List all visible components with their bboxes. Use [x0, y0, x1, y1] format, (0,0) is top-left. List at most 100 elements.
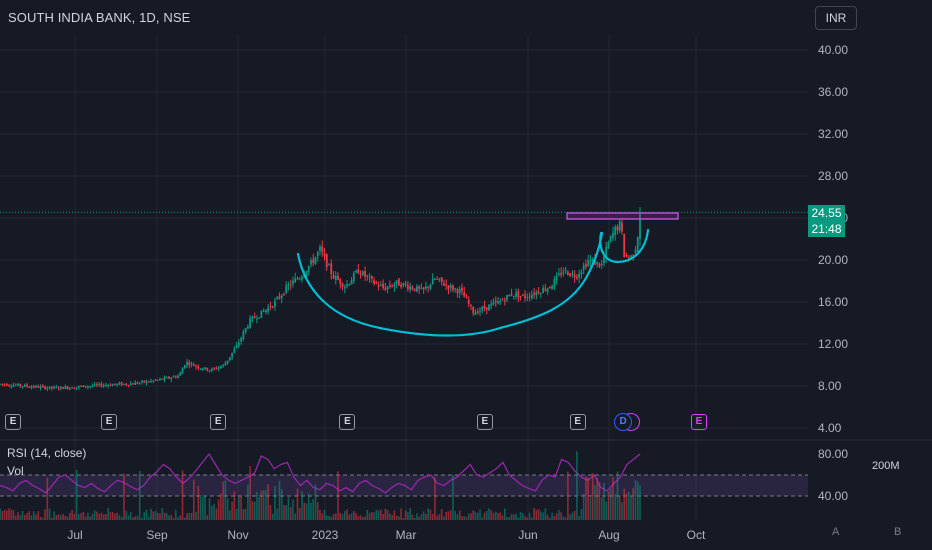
candle-body: [19, 383, 22, 387]
volume-bar: [1, 511, 4, 520]
auto-scale-button[interactable]: A: [832, 526, 840, 538]
price-tick-label: 28.00: [818, 169, 848, 183]
volume-bar: [535, 509, 538, 520]
volume-bar: [181, 470, 184, 520]
volume-bar: [276, 508, 278, 520]
volume-bar: [62, 513, 64, 520]
candle-body: [73, 388, 76, 390]
volume-bar: [177, 517, 179, 520]
log-scale-button[interactable]: B: [894, 526, 902, 538]
volume-bar: [483, 512, 486, 520]
volume-bar: [582, 493, 585, 520]
time-axis[interactable]: Jul Sep Nov 2023 Mar Jun Aug Oct: [67, 528, 706, 542]
candle-body: [204, 367, 206, 369]
volume-bar: [156, 513, 159, 520]
volume-bar: [476, 512, 479, 520]
grid: [0, 35, 808, 520]
candle-body: [485, 307, 488, 310]
volume-bar: [623, 488, 626, 520]
price-tick-label: 4.00: [818, 421, 842, 435]
candle-body: [479, 310, 481, 312]
volume-bar: [310, 502, 312, 520]
dividend-event-badge[interactable]: D: [614, 413, 633, 431]
volume-bar: [576, 451, 578, 520]
candle-body: [292, 280, 294, 285]
volume-bar: [569, 514, 571, 520]
handle-drawing[interactable]: [599, 228, 650, 264]
candle-body: [30, 386, 33, 388]
earnings-event-badge[interactable]: E: [569, 414, 586, 430]
candle-body: [406, 285, 409, 289]
candle-body: [530, 294, 533, 299]
candle-body: [357, 268, 360, 274]
candle-body: [53, 386, 55, 389]
candle-body: [237, 342, 240, 346]
candle-body: [253, 316, 256, 319]
candle-body: [328, 264, 330, 266]
candle-body: [269, 305, 272, 308]
volume-bar: [519, 512, 522, 520]
candle-body: [470, 305, 472, 307]
volume-bar: [549, 517, 551, 520]
candle-body: [201, 369, 204, 371]
currency-button[interactable]: INR: [815, 6, 857, 30]
drawings[interactable]: [296, 212, 679, 337]
candle-body: [548, 286, 551, 288]
volume-bar: [452, 475, 454, 520]
earnings-event-badge[interactable]: E: [5, 414, 22, 430]
candle-body: [44, 386, 46, 389]
candle-body: [361, 271, 364, 276]
volume-bar: [639, 485, 641, 520]
volume-bar: [249, 465, 251, 520]
volume-bar: [260, 490, 263, 520]
rsi-legend[interactable]: RSI (14, close): [7, 446, 87, 460]
candle-body: [172, 376, 175, 378]
candle-body: [334, 275, 337, 280]
candle-body: [260, 310, 263, 318]
resistance-rectangle[interactable]: [566, 212, 679, 220]
candle-body: [528, 296, 531, 298]
cup-drawing[interactable]: [296, 231, 604, 337]
volume-legend[interactable]: Vol: [7, 464, 24, 478]
candle-body: [582, 265, 585, 270]
volume-bar: [465, 516, 468, 520]
volume-bar: [600, 497, 603, 520]
volume-bar: [413, 517, 416, 520]
volume-bar: [12, 510, 15, 520]
candle-body: [262, 311, 265, 313]
candle-body: [3, 383, 6, 385]
earnings-event-badge[interactable]: E: [210, 414, 227, 430]
volume-bar: [28, 511, 31, 520]
volume-bar: [526, 517, 529, 520]
earnings-event-badge[interactable]: E: [476, 414, 493, 430]
candle-body: [377, 284, 380, 287]
volume-bar: [339, 512, 342, 520]
candle-body: [82, 385, 85, 387]
candle-body: [359, 273, 362, 275]
volume-scale-label: 200M: [872, 460, 900, 472]
candle-body: [35, 385, 37, 388]
volume-bar: [368, 513, 371, 520]
volume-bar: [398, 516, 400, 520]
volume-bar: [497, 513, 499, 520]
volume-bar: [301, 491, 303, 520]
candle-body: [127, 385, 130, 387]
candle-body: [240, 337, 243, 342]
price-axis[interactable]: 40.0036.0032.0028.0024.0020.0016.0012.00…: [818, 43, 848, 435]
candle-body: [337, 275, 339, 280]
candle-body: [8, 385, 10, 387]
candle-body: [0, 383, 1, 385]
volume-bar: [0, 508, 1, 520]
volume-bar: [271, 513, 274, 520]
volume-bar: [533, 508, 535, 520]
candle-body: [152, 380, 155, 382]
earnings-event-badge[interactable]: E: [690, 414, 707, 430]
volume-bar: [627, 491, 630, 520]
earnings-event-badge[interactable]: E: [101, 414, 118, 430]
earnings-event-badge[interactable]: E: [339, 414, 356, 430]
candle-body: [591, 259, 594, 262]
candle-body: [623, 233, 626, 258]
time-tick-label: Mar: [396, 528, 417, 542]
volume-bar: [3, 509, 6, 520]
